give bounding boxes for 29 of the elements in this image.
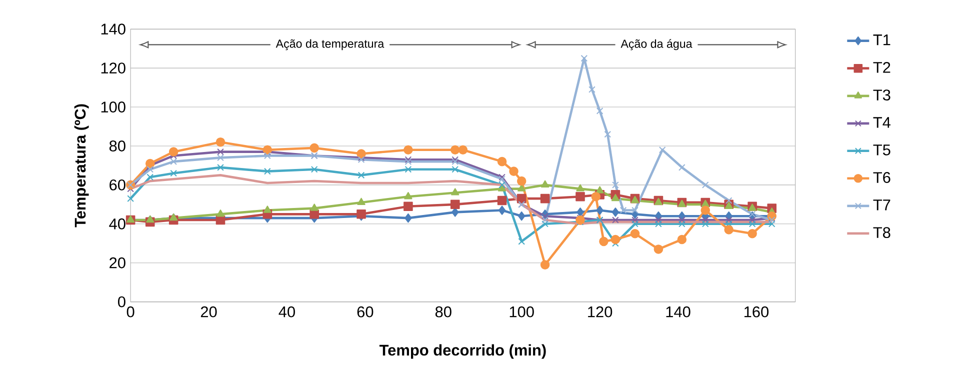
y-axis-title: Temperatura (ºC) (74, 104, 89, 228)
legend-label: T2 (873, 62, 890, 73)
legend-label: T4 (873, 117, 890, 128)
annotation: Ação da temperatura (276, 39, 384, 50)
y-tick-label: 0 (118, 296, 126, 308)
y-tick-label: 20 (110, 257, 126, 268)
x-tick-label: 140 (666, 306, 690, 318)
annotation: Ação da água (620, 39, 692, 50)
y-tick-label: 60 (110, 179, 126, 190)
x-tick-label: 20 (200, 306, 217, 318)
x-axis-title: Tempo decorrido (min) (379, 344, 546, 359)
x-tick-label: 60 (357, 306, 374, 318)
legend-label: T1 (873, 34, 890, 46)
y-tick-label: 120 (101, 62, 126, 74)
y-tick-label: 100 (101, 102, 126, 112)
legend-label: T6 (873, 172, 890, 183)
legend-label: T5 (873, 144, 890, 156)
y-tick-label: 40 (109, 218, 126, 230)
x-tick-label: 160 (744, 306, 769, 318)
x-tick-label: 120 (588, 306, 612, 318)
legend-label: T8 (873, 227, 890, 238)
legend-label: T7 (873, 200, 890, 210)
x-tick-label: 40 (278, 306, 295, 318)
y-tick-label: 140 (101, 24, 126, 35)
x-tick-label: 80 (435, 306, 452, 318)
x-tick-label: 0 (126, 306, 134, 318)
y-tick-label: 80 (109, 140, 126, 152)
x-tick-label: 100 (510, 306, 534, 318)
legend-label: T3 (873, 90, 890, 100)
